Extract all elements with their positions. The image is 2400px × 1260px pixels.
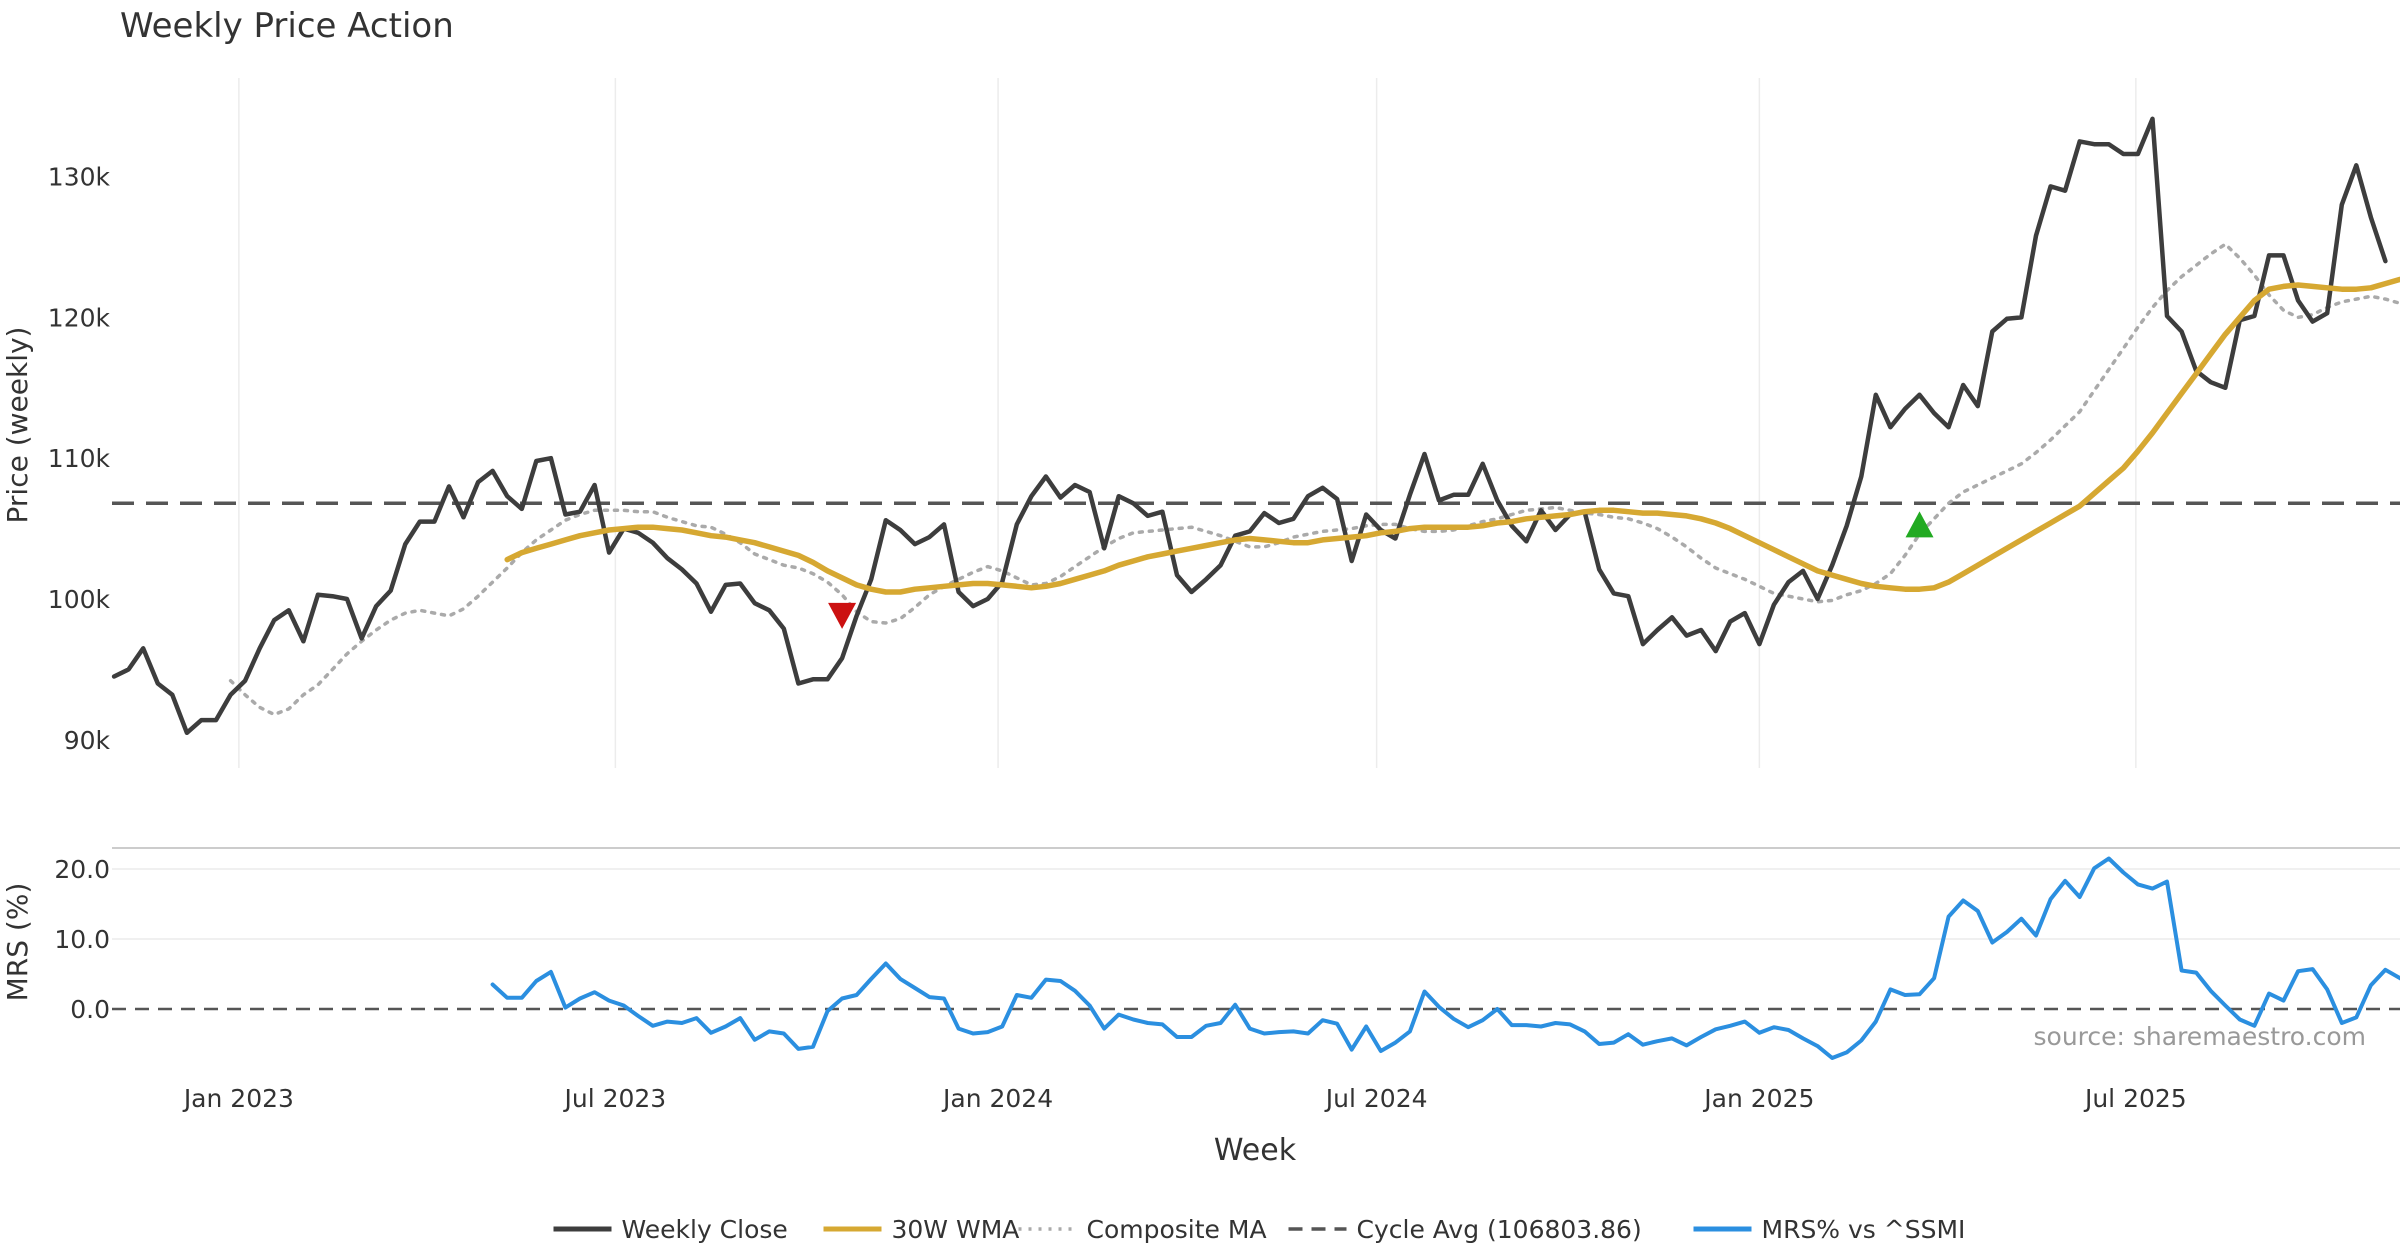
x-tick-label: Jul 2025 [2083,1084,2187,1113]
price-y-tick-label: 100k [48,585,111,614]
chart-title: Weekly Price Action [120,6,454,46]
legend-label: 30W WMA [892,1215,1020,1244]
legend-label: MRS% vs ^SSMI [1762,1215,1966,1244]
price-y-tick-label: 110k [48,444,111,473]
price-y-tick-label: 90k [64,726,111,755]
mrs-y-axis-label: MRS (%) [1,883,34,1002]
price-y-tick-label: 120k [48,303,111,332]
weekly-close-line [111,116,2388,736]
legend-label: Composite MA [1087,1215,1267,1244]
mrs-y-tick-label: 10.0 [54,925,110,954]
x-tick-label: Jan 2025 [1702,1084,1814,1113]
sell-signal-marker [828,602,857,629]
x-axis-label: Week [1214,1133,1297,1168]
price-y-tick-label: 130k [48,163,111,192]
legend-label: Weekly Close [622,1215,788,1244]
source-annotation: source: sharemaestro.com [2034,1022,2367,1051]
x-tick-label: Jul 2023 [562,1084,666,1113]
mrs-line [490,856,2400,1060]
composite-ma-line [228,242,2400,717]
mrs-y-tick-label: 0.0 [70,995,110,1024]
x-tick-label: Jan 2023 [182,1084,294,1113]
wma-30w-line [504,276,2400,595]
mrs-y-tick-label: 20.0 [54,855,110,884]
buy-signal-marker [1905,511,1934,538]
legend-label: Cycle Avg (106803.86) [1357,1215,1642,1244]
x-tick-label: Jan 2024 [941,1084,1053,1113]
price-y-axis-label: Price (weekly) [1,327,34,524]
x-tick-label: Jul 2024 [1324,1084,1428,1113]
